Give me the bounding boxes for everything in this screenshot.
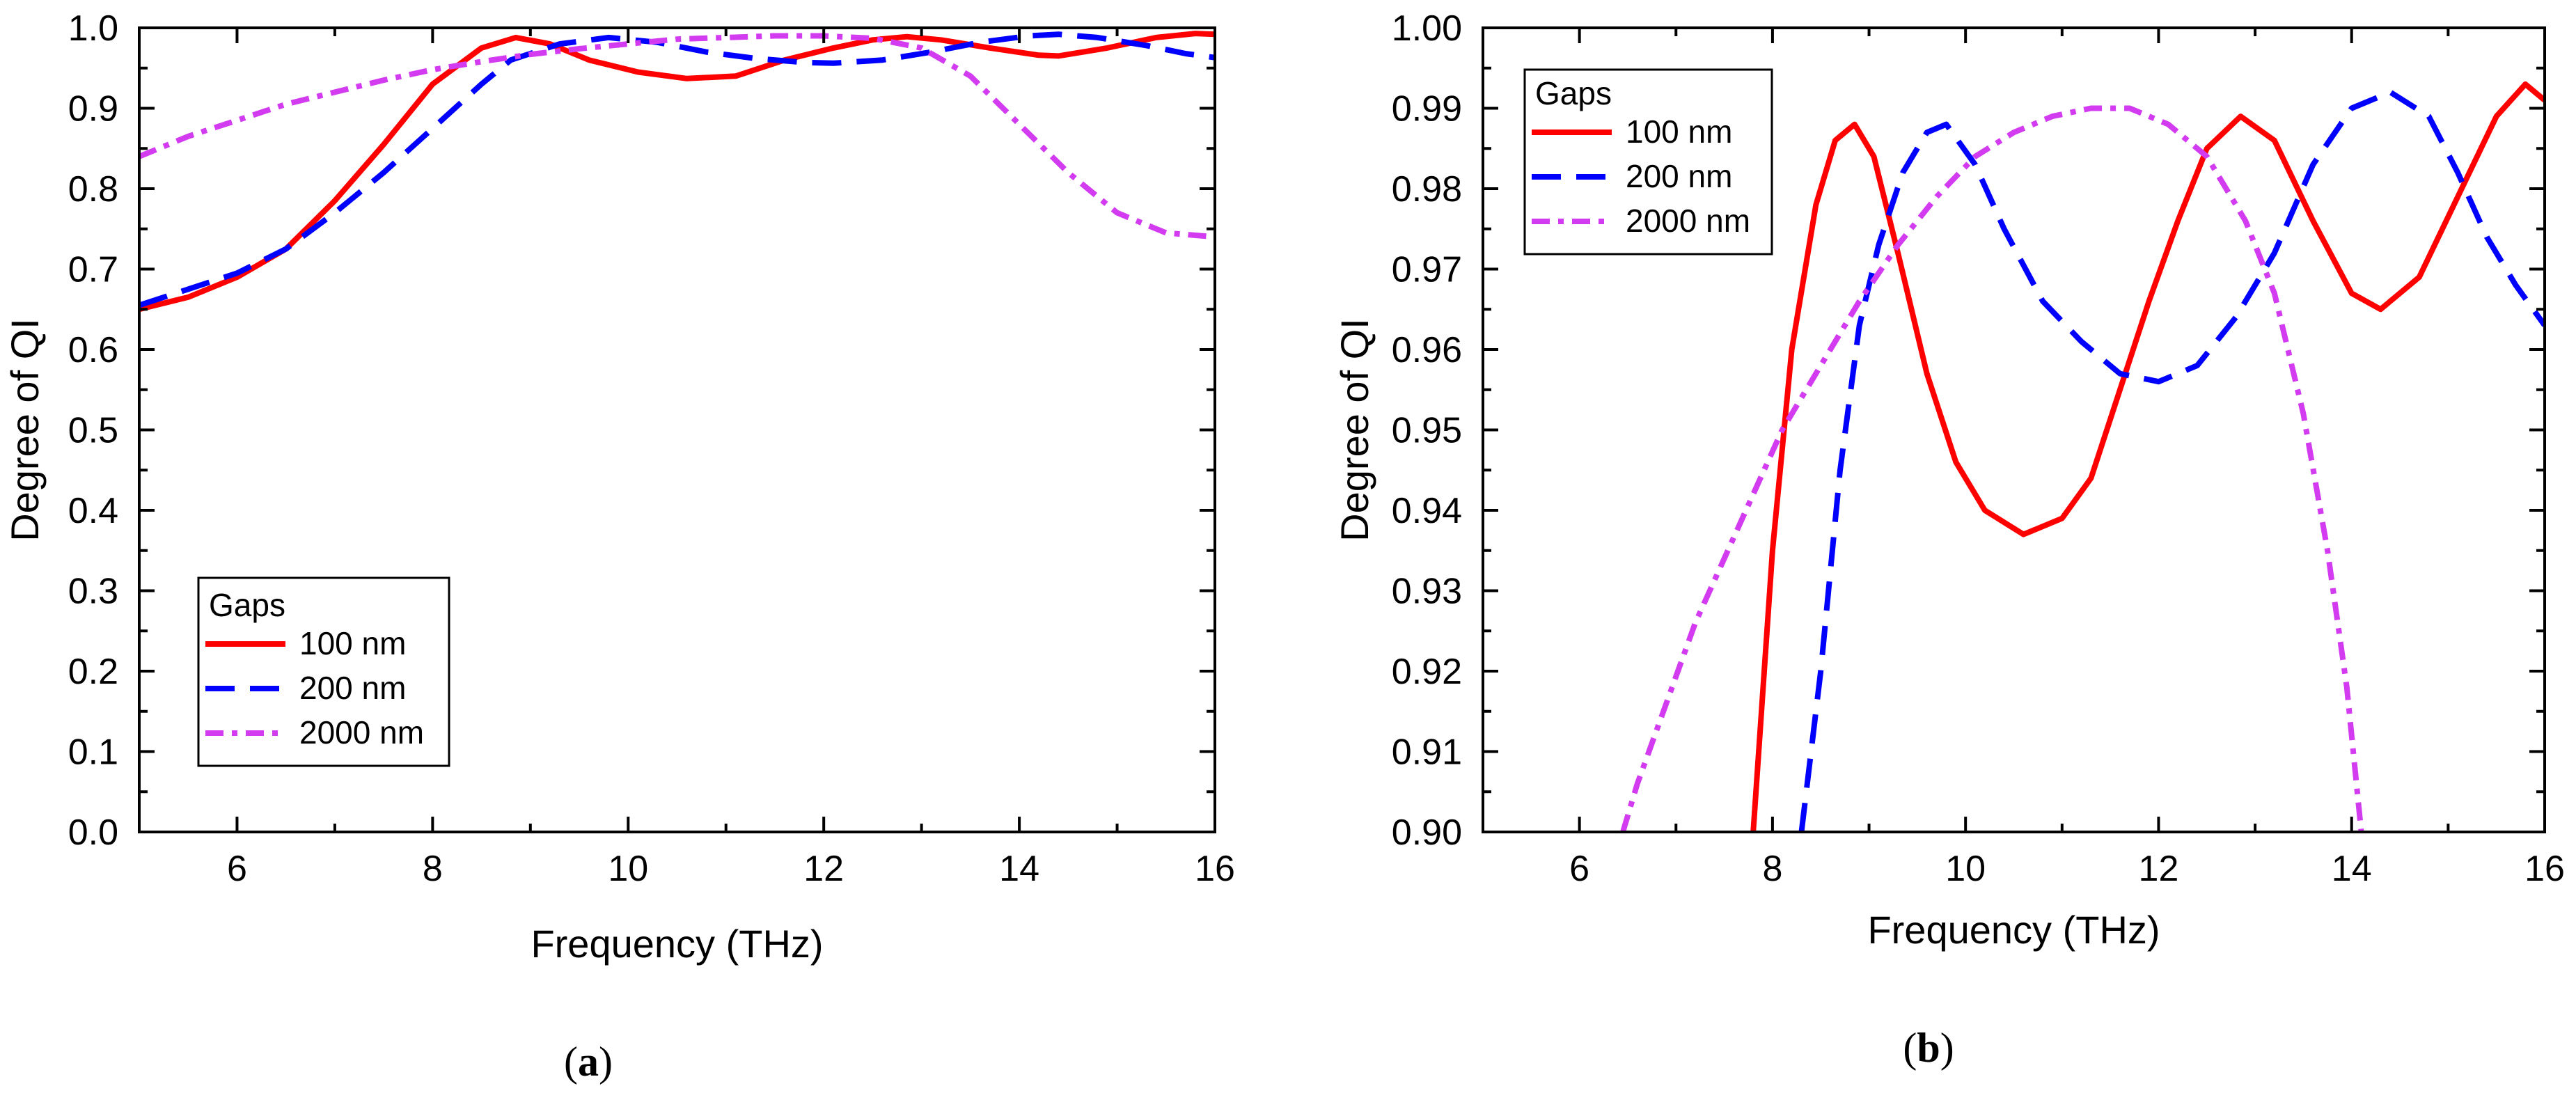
y-tick-label: 0.3 xyxy=(68,572,118,612)
x-tick-label: 6 xyxy=(1569,849,1589,889)
y-tick-label: 0.8 xyxy=(68,169,118,210)
y-tick-label: 0.4 xyxy=(68,491,118,531)
legend-label: 200 nm xyxy=(299,670,406,706)
y-tick-label: 0.93 xyxy=(1392,572,1462,612)
y-tick-label: 0.99 xyxy=(1392,89,1462,129)
y-tick-label: 0.91 xyxy=(1392,732,1462,773)
y-tick-label: 0.94 xyxy=(1392,491,1462,531)
x-tick-label: 16 xyxy=(2524,849,2565,889)
x-tick-label: 8 xyxy=(423,849,443,889)
y-tick-label: 0.96 xyxy=(1392,330,1462,370)
panel-label: (a) xyxy=(564,1039,613,1085)
panel-label: (b) xyxy=(1903,1025,1954,1071)
y-tick-label: 0.98 xyxy=(1392,169,1462,210)
y-tick-label: 0.2 xyxy=(68,652,118,692)
x-axis-title: Frequency (THz) xyxy=(531,922,823,966)
legend-box xyxy=(197,576,450,767)
x-tick-label: 10 xyxy=(1945,849,1986,889)
y-tick-label: 0.90 xyxy=(1392,812,1462,853)
legend-label: 100 nm xyxy=(1626,113,1732,150)
legend-label: 100 nm xyxy=(299,625,406,661)
y-tick-label: 0.0 xyxy=(68,812,118,853)
legend: Gaps 100 nm 200 nm 2000 nm xyxy=(1523,68,1773,256)
y-tick-label: 0.7 xyxy=(68,250,118,290)
x-axis-title: Frequency (THz) xyxy=(1867,908,2160,952)
panel-b: 6 8 10 12 14 16 0.90 0.91 0.92 0.93 0.94 0.95 0.96 0.… xyxy=(1333,8,2565,1071)
x-tick-label: 8 xyxy=(1762,849,1782,889)
legend: Gaps 100 nm 200 nm 2000 nm xyxy=(197,576,450,767)
legend-title: Gaps xyxy=(209,587,285,623)
series-line-100-nm xyxy=(1750,81,2545,832)
y-tick-label: 1.0 xyxy=(68,8,118,49)
x-tick-label: 12 xyxy=(2139,849,2179,889)
y-tick-label: 0.92 xyxy=(1392,652,1462,692)
series-line-200-nm xyxy=(1798,89,2545,832)
x-tick-label: 12 xyxy=(803,849,844,889)
panel-a: 6 8 10 12 14 16 0.0 0.1 0.2 0.3 0.4 0.5 0.6 0.7 0.8 0.9… xyxy=(3,8,1235,1085)
series-line-200-nm xyxy=(139,31,1215,308)
y-tick-label: 0.95 xyxy=(1392,411,1462,451)
legend-label: 200 nm xyxy=(1626,158,1732,194)
legend-label: 2000 nm xyxy=(299,714,424,751)
y-tick-label: 1.00 xyxy=(1392,8,1462,49)
y-axis-title: Degree of QI xyxy=(1333,318,1376,542)
legend-label: 2000 nm xyxy=(1626,203,1750,239)
legend-title: Gaps xyxy=(1535,75,1612,111)
x-tick-label: 14 xyxy=(999,849,1039,889)
x-tick-label: 16 xyxy=(1195,849,1235,889)
x-tick-label: 10 xyxy=(608,849,648,889)
y-axis-title: Degree of QI xyxy=(3,318,47,542)
y-tick-label: 0.97 xyxy=(1392,250,1462,290)
x-tick-label: 6 xyxy=(227,849,247,889)
series-line-2000-nm xyxy=(139,33,1215,240)
y-tick-label: 0.6 xyxy=(68,330,118,370)
x-tick-label: 14 xyxy=(2332,849,2372,889)
series-line-100-nm xyxy=(139,31,1215,313)
y-tick-label: 0.1 xyxy=(68,732,118,773)
legend-box xyxy=(1523,68,1773,256)
series-line-2000-nm xyxy=(1620,105,2364,832)
y-tick-label: 0.5 xyxy=(68,411,118,451)
y-tick-label: 0.9 xyxy=(68,89,118,129)
